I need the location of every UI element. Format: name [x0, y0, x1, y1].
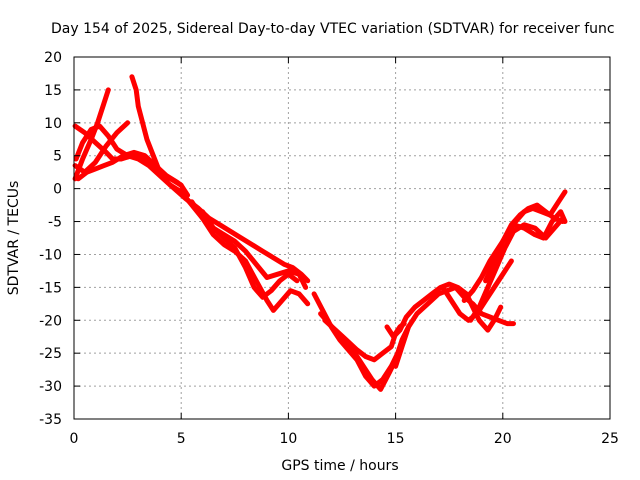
grid — [74, 57, 610, 419]
series-line-trace-15 — [393, 284, 516, 369]
series-line-trace-20 — [511, 209, 568, 241]
series-line-trace-17 — [461, 189, 568, 303]
series-line-trace-13 — [322, 317, 407, 363]
y-tick-label: 15 — [44, 83, 62, 99]
series-line-trace-2 — [72, 120, 131, 175]
series-line-trace-1 — [72, 87, 111, 182]
y-axis-label: SDTVAR / TECUs — [6, 181, 22, 296]
axis-ticks — [73, 56, 611, 420]
x-tick-label: 25 — [601, 431, 619, 447]
x-tick-label: 15 — [387, 431, 405, 447]
series-group — [72, 74, 568, 392]
y-tick-label: -15 — [39, 280, 62, 296]
x-tick-label: 10 — [279, 431, 297, 447]
y-tick-labels: 20 15 10 5 0 -5 -10 -15 -20 -25 -30 -35 — [39, 50, 62, 428]
y-tick-label: -30 — [39, 379, 62, 395]
series-line-trace-14 — [384, 281, 504, 340]
y-tick-label: -35 — [39, 412, 62, 428]
y-tick-label: 10 — [44, 116, 62, 132]
series-line-trace-18 — [468, 215, 566, 323]
y-tick-label: -5 — [48, 215, 62, 231]
y-tick-label: 0 — [53, 182, 62, 198]
x-axis-label: GPS time / hours — [281, 458, 398, 474]
x-tick-label: 0 — [70, 431, 79, 447]
series-line-trace-5 — [129, 74, 191, 198]
x-tick-label: 5 — [177, 431, 186, 447]
x-tick-labels: 0 5 10 15 20 25 — [70, 431, 619, 447]
series-line-trace-9 — [189, 199, 311, 313]
y-tick-label: -20 — [39, 313, 62, 329]
series-line-trace-19 — [483, 202, 566, 284]
x-tick-label: 20 — [494, 431, 512, 447]
y-tick-label: -10 — [39, 247, 62, 263]
chart-title: Day 154 of 2025, Sidereal Day-to-day VTE… — [51, 21, 615, 37]
y-tick-label: 20 — [44, 50, 62, 66]
y-tick-label: -25 — [39, 346, 62, 362]
series-line-trace-6 — [73, 123, 184, 195]
series-line-trace-10 — [200, 209, 300, 300]
series-line-trace-11 — [311, 291, 401, 389]
y-tick-label: 5 — [53, 149, 62, 165]
plot-frame — [73, 56, 611, 420]
